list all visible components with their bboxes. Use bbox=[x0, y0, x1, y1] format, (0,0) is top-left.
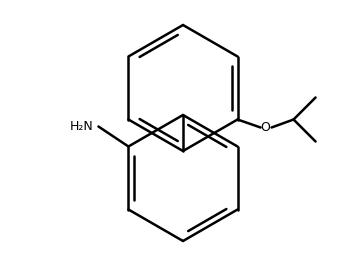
Text: O: O bbox=[261, 121, 271, 134]
Text: H₂N: H₂N bbox=[70, 120, 93, 133]
